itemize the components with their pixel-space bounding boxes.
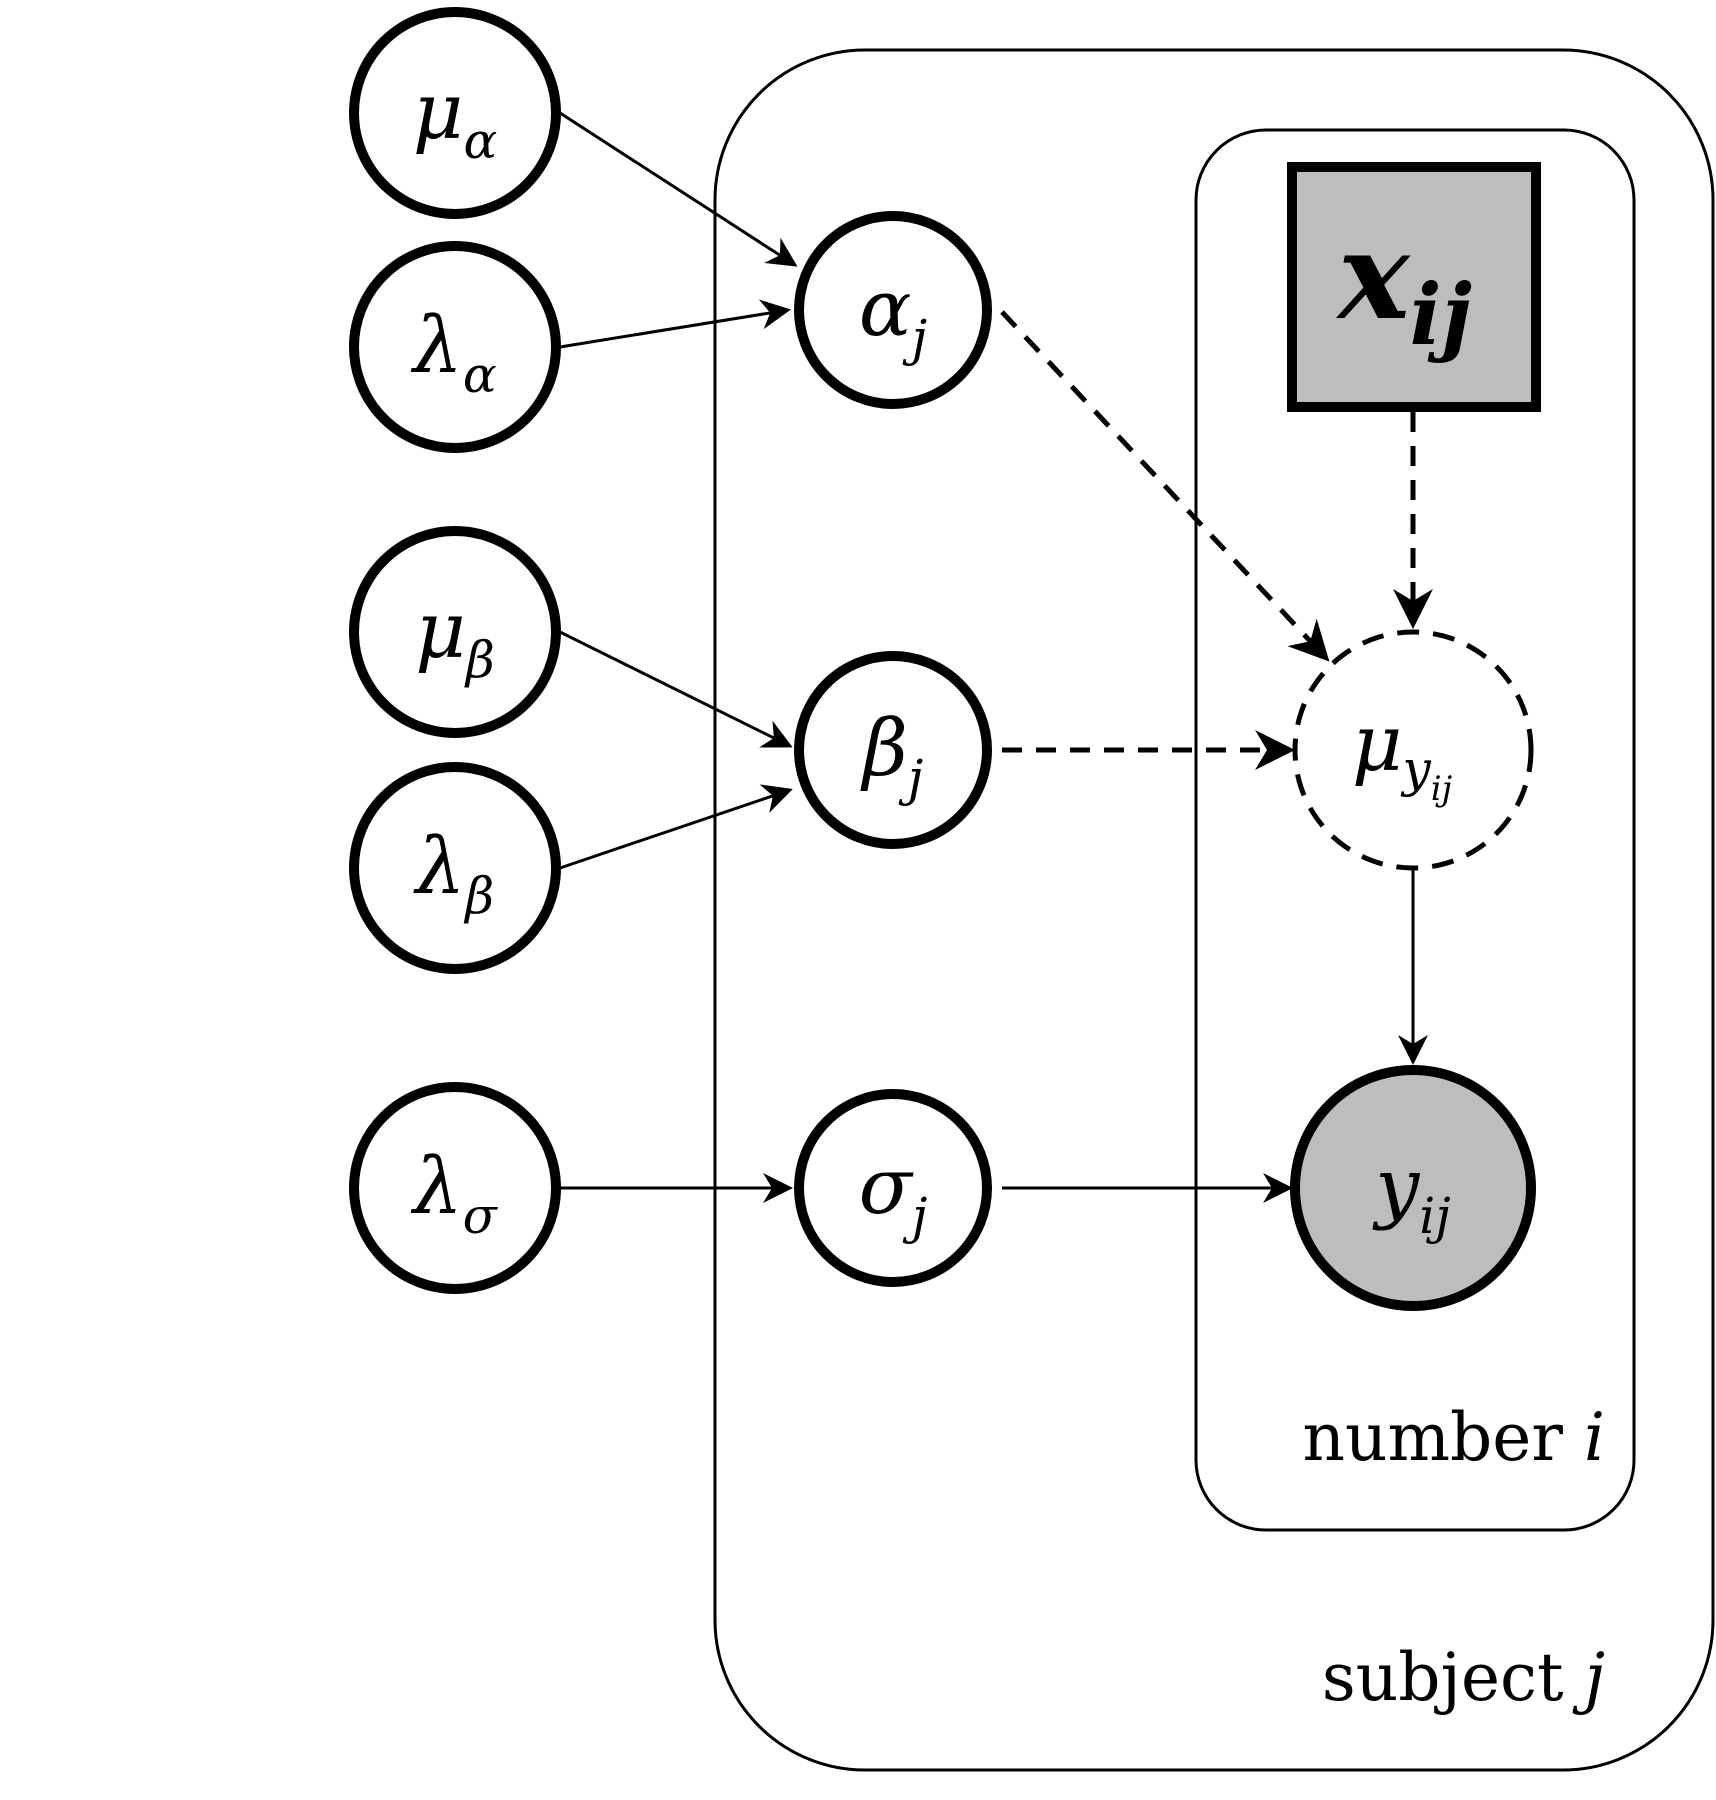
- svg-text:αj: αj: [859, 264, 927, 367]
- edge-mu-beta-to-beta-j: [559, 630, 793, 748]
- svg-text:λσ: λσ: [410, 1142, 498, 1245]
- svg-text:σj: σj: [859, 1142, 928, 1245]
- node-alpha-j: αj: [794, 211, 992, 409]
- node-x-ij: xij: [1287, 162, 1541, 412]
- svg-text:μα: μα: [413, 67, 497, 170]
- edge-lambda-alpha-to-alpha-j: [559, 299, 791, 349]
- edge-alpha-j-to-mu-y: [1000, 310, 1330, 662]
- node-lambda-sigma: λσ: [349, 1082, 561, 1294]
- svg-text:λα: λα: [410, 301, 496, 404]
- svg-text:μβ: μβ: [415, 586, 495, 689]
- node-mu-y-ij: μyij: [1292, 629, 1534, 871]
- node-sigma-j: σj: [794, 1089, 992, 1287]
- svg-text:μyij: μyij: [1352, 699, 1453, 809]
- plate-subject: [713, 48, 1715, 1772]
- svg-text:xij: xij: [1335, 206, 1472, 364]
- node-lambda-beta: λβ: [349, 762, 561, 974]
- node-lambda-alpha: λα: [349, 241, 561, 453]
- plate-subject-label: subject j: [1322, 1639, 1605, 1716]
- svg-text:yij: yij: [1372, 1142, 1451, 1245]
- node-beta-j: βj: [794, 651, 992, 849]
- svg-text:λβ: λβ: [413, 822, 494, 925]
- node-y-ij: yij: [1290, 1065, 1536, 1311]
- edge-lambda-beta-to-beta-j: [559, 784, 793, 870]
- plate-number: [1194, 128, 1636, 1532]
- svg-text:βj: βj: [860, 704, 924, 807]
- node-mu-beta: μβ: [349, 526, 561, 738]
- node-mu-alpha: μα: [349, 7, 561, 219]
- edge-mu-alpha-to-alpha-j: [559, 111, 798, 267]
- plate-number-label: number i: [1302, 1399, 1605, 1476]
